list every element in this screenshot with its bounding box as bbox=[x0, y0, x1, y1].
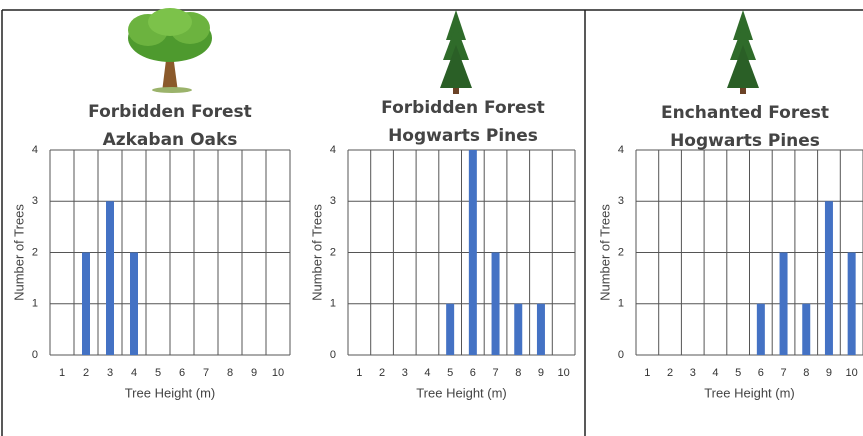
x-tick-label: 10 bbox=[558, 367, 570, 379]
bar bbox=[825, 201, 833, 355]
x-tick-label: 4 bbox=[424, 367, 430, 379]
x-tick-label: 8 bbox=[227, 367, 233, 379]
x-tick-label: 1 bbox=[644, 367, 650, 379]
chart-title: Azkaban Oaks bbox=[103, 130, 238, 150]
x-axis-label: Tree Height (m) bbox=[416, 385, 507, 400]
x-tick-label: 1 bbox=[356, 367, 362, 379]
y-tick-label: 0 bbox=[618, 349, 624, 361]
pine-icon bbox=[727, 10, 759, 94]
x-tick-label: 10 bbox=[846, 367, 858, 379]
y-tick-label: 1 bbox=[618, 298, 624, 310]
x-tick-label: 7 bbox=[203, 367, 209, 379]
x-tick-label: 9 bbox=[826, 367, 832, 379]
chart-title: Enchanted Forest bbox=[661, 103, 829, 123]
bar bbox=[446, 304, 454, 355]
x-tick-label: 5 bbox=[735, 367, 741, 379]
x-axis-label: Tree Height (m) bbox=[125, 385, 216, 400]
y-tick-label: 4 bbox=[32, 144, 38, 156]
y-axis-label: Number of Trees bbox=[309, 204, 324, 301]
x-tick-label: 6 bbox=[179, 367, 185, 379]
bar bbox=[514, 304, 522, 355]
y-tick-label: 0 bbox=[32, 349, 38, 361]
x-tick-label: 6 bbox=[758, 367, 764, 379]
chart-title: Forbidden Forest bbox=[381, 98, 545, 118]
bar bbox=[106, 201, 114, 355]
y-tick-label: 4 bbox=[618, 144, 624, 156]
y-tick-label: 0 bbox=[330, 349, 336, 361]
bar bbox=[130, 253, 138, 356]
x-tick-label: 10 bbox=[272, 367, 284, 379]
x-tick-label: 1 bbox=[59, 367, 65, 379]
x-tick-label: 8 bbox=[515, 367, 521, 379]
x-tick-label: 9 bbox=[251, 367, 257, 379]
x-tick-label: 5 bbox=[447, 367, 453, 379]
x-tick-label: 2 bbox=[379, 367, 385, 379]
pine-icon bbox=[440, 10, 472, 94]
x-tick-label: 3 bbox=[402, 367, 408, 379]
x-tick-label: 6 bbox=[470, 367, 476, 379]
worksheet: Forbidden Forest Azkaban Oaks 0 1 2 3 4 1 2 3 4 5 6 7… bbox=[0, 0, 863, 436]
chart-title: Hogwarts Pines bbox=[388, 126, 538, 146]
x-tick-label: 5 bbox=[155, 367, 161, 379]
y-tick-label: 1 bbox=[32, 298, 38, 310]
x-tick-label: 3 bbox=[107, 367, 113, 379]
x-tick-label: 8 bbox=[803, 367, 809, 379]
y-axis-label: Number of Trees bbox=[597, 204, 612, 301]
y-tick-label: 4 bbox=[330, 144, 336, 156]
x-tick-label: 4 bbox=[131, 367, 137, 379]
y-tick-label: 3 bbox=[618, 195, 624, 207]
bar bbox=[757, 304, 765, 355]
chart-title: Forbidden Forest bbox=[88, 102, 252, 122]
y-tick-label: 1 bbox=[330, 298, 336, 310]
x-tick-label: 7 bbox=[492, 367, 498, 379]
x-axis-label: Tree Height (m) bbox=[704, 385, 795, 400]
bar bbox=[780, 253, 788, 356]
x-tick-label: 2 bbox=[667, 367, 673, 379]
x-tick-label: 9 bbox=[538, 367, 544, 379]
bar bbox=[492, 253, 500, 356]
x-tick-label: 7 bbox=[780, 367, 786, 379]
y-tick-label: 2 bbox=[618, 246, 624, 258]
bar bbox=[469, 150, 477, 355]
oak-icon bbox=[128, 8, 212, 93]
x-tick-label: 3 bbox=[690, 367, 696, 379]
y-tick-label: 2 bbox=[330, 246, 336, 258]
bar bbox=[537, 304, 545, 355]
y-axis-label: Number of Trees bbox=[11, 204, 26, 301]
bar bbox=[802, 304, 810, 355]
y-tick-label: 2 bbox=[32, 246, 38, 258]
x-tick-label: 2 bbox=[83, 367, 89, 379]
y-tick-label: 3 bbox=[330, 195, 336, 207]
bar bbox=[848, 253, 856, 356]
bar bbox=[82, 253, 90, 356]
x-tick-label: 4 bbox=[712, 367, 718, 379]
chart-title: Hogwarts Pines bbox=[670, 131, 820, 151]
y-tick-label: 3 bbox=[32, 195, 38, 207]
